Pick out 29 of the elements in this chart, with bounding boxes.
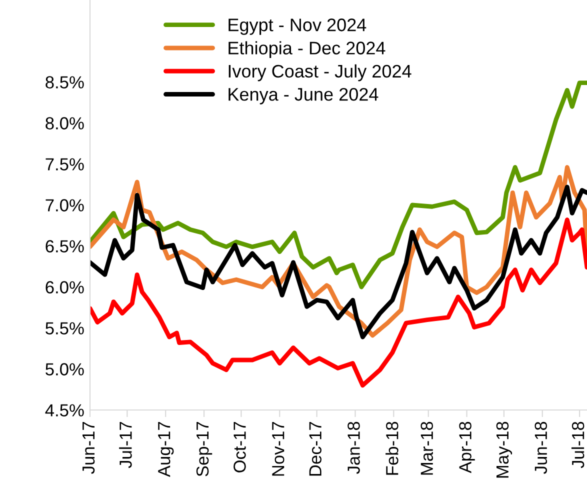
x-tick-label: Feb-18 <box>386 422 398 475</box>
y-tick-label: 7.5% <box>46 158 84 170</box>
x-tick-label: Dec-17 <box>309 422 322 476</box>
x-tick-label: Jan-18 <box>348 422 360 474</box>
y-tick-label: 5.0% <box>46 363 84 376</box>
y-tick-label: 6.5% <box>46 240 84 252</box>
legend-label: Ivory Coast - July 2024 <box>228 64 412 82</box>
x-tick-label: May-18 <box>496 422 512 478</box>
x-tick-label: Aug-17 <box>158 422 174 478</box>
legend-label: Ethiopia - Dec 2024 <box>228 41 386 58</box>
y-tick-label: 8.5% <box>46 76 84 88</box>
line-series <box>90 80 587 290</box>
x-tick-label: Jul-18 <box>571 422 584 468</box>
x-tick-label: Sep-17 <box>196 422 212 476</box>
x-tick-label: Nov-17 <box>272 422 284 476</box>
y-tick-label: 8.0% <box>46 117 84 130</box>
x-tick-label: Jun-18 <box>534 422 548 474</box>
y-tick-label: 6.0% <box>46 281 84 294</box>
y-tick-label: 7.0% <box>46 199 84 212</box>
legend-label: Egypt - Nov 2024 <box>228 18 366 35</box>
line-series <box>90 218 587 388</box>
x-tick-label: Jun-17 <box>82 422 95 474</box>
y-tick-label: 4.5% <box>45 404 84 416</box>
x-tick-label: Apr-18 <box>459 422 475 474</box>
x-tick-label: Oct-17 <box>234 422 246 472</box>
x-tick-label: Jul-17 <box>119 422 132 468</box>
legend-label: Kenya - June 2024 <box>228 88 378 104</box>
x-tick-label: Mar-18 <box>420 422 434 475</box>
y-tick-label: 5.5% <box>46 322 84 334</box>
